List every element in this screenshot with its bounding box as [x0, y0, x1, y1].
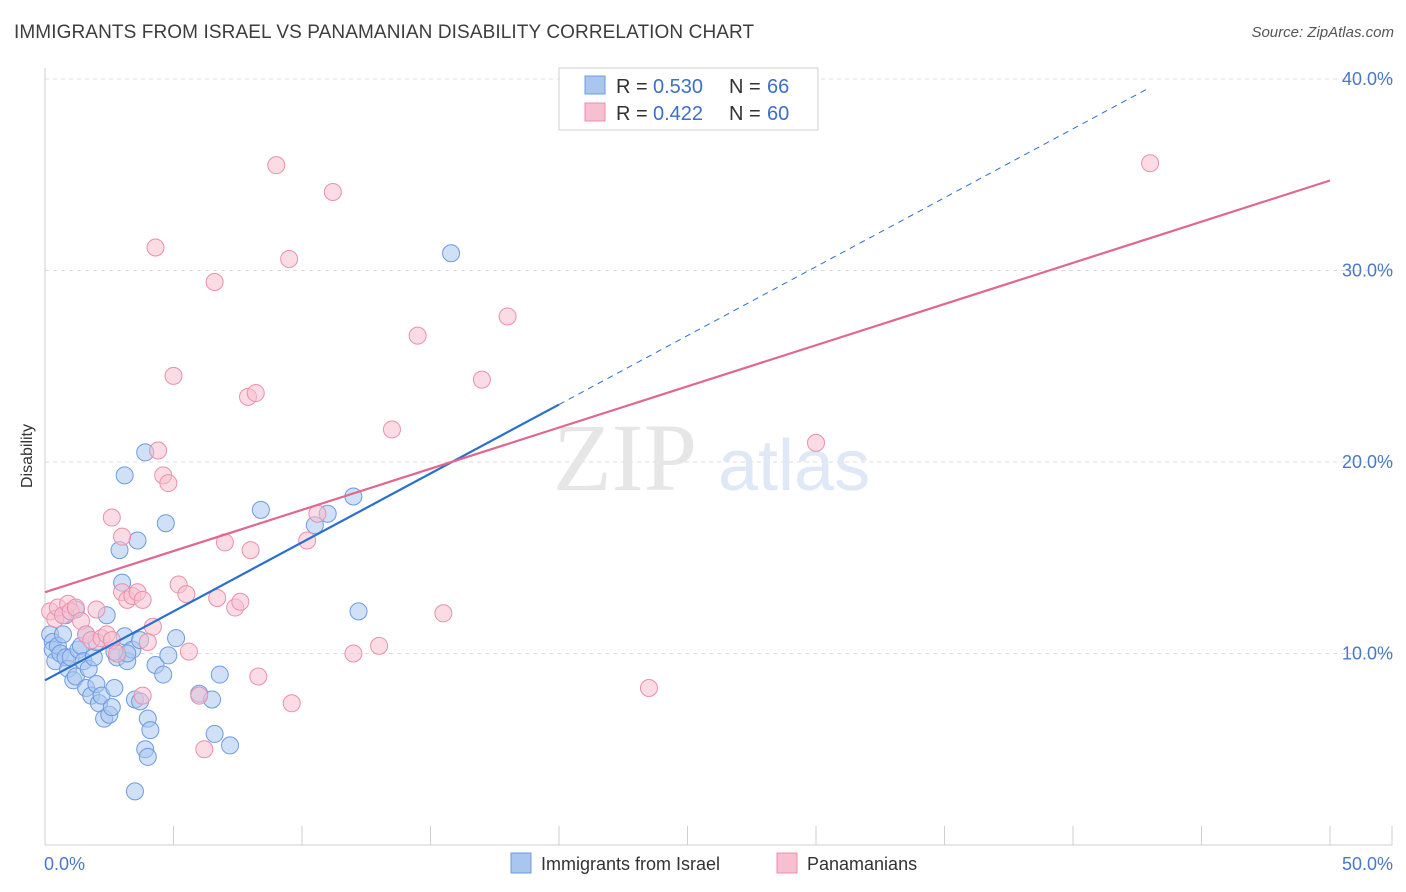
israel-point-49	[159, 646, 178, 665]
x-tick-label-min: 0.0%	[44, 854, 85, 874]
panamanian-point-39	[241, 541, 260, 560]
watermark-zip: ZIP	[553, 404, 697, 511]
panamanian-point-42	[280, 250, 299, 269]
panamanian-point-28	[177, 585, 196, 604]
panamanian-point-20	[138, 633, 157, 652]
data-points	[41, 154, 1160, 801]
israel-point-26	[105, 678, 124, 697]
panamanian-point-50	[408, 326, 427, 345]
panamanian-point-33	[208, 588, 227, 607]
grid: 10.0% 20.0% 30.0% 40.0%	[45, 69, 1395, 664]
israel-point-25	[102, 698, 121, 717]
panamanian-point-51	[434, 604, 453, 623]
chart-title: IMMIGRANTS FROM ISRAEL VS PANAMANIAN DIS…	[14, 22, 755, 43]
panamanian-point-26	[164, 366, 183, 385]
watermark-atlas: atlas	[718, 426, 870, 506]
panamanian-point-52	[472, 370, 491, 389]
panamanian-point-48	[370, 636, 389, 655]
israel-point-45	[125, 782, 144, 801]
panamanian-point-38	[246, 384, 265, 403]
israel-point-37	[115, 466, 134, 485]
panamanian-trend-line	[44, 179, 1331, 594]
israel-point-52	[156, 514, 175, 533]
trend-lines	[44, 86, 1331, 682]
israel-point-35	[128, 531, 147, 550]
panamanian-point-14	[107, 644, 126, 663]
panamanian-point-55	[807, 433, 825, 452]
israel-trend-line	[44, 403, 560, 682]
israel-point-57	[251, 500, 270, 519]
israel-point-6	[53, 625, 72, 644]
bottom-legend-label-panamanians: Panamanians	[807, 854, 917, 874]
panamanian-point-32	[205, 272, 224, 291]
israel-point-43	[138, 747, 157, 766]
panamanian-point-19	[133, 590, 152, 609]
panamanian-point-40	[249, 667, 268, 686]
bottom-legend-swatch-panamanians	[776, 852, 798, 874]
panamanian-point-43	[282, 694, 301, 713]
panamanian-point-21	[133, 686, 152, 705]
legend-n-value-panamanians: 60	[767, 103, 789, 125]
israel-point-62	[442, 244, 461, 263]
panamanian-point-30	[190, 686, 209, 705]
legend-n-value-israel: 66	[767, 76, 789, 98]
legend-r-label-israel: R =	[616, 76, 648, 98]
source-attribution: Source: ZipAtlas.com	[1251, 24, 1394, 41]
axes: 0.0% 50.0%	[44, 68, 1393, 874]
israel-point-44	[141, 721, 160, 740]
israel-point-55	[210, 665, 229, 684]
bottom-legend-label-israel: Immigrants from Israel	[541, 854, 720, 874]
panamanian-point-54	[639, 678, 658, 697]
panamanian-point-41	[267, 156, 286, 175]
panamanian-point-49	[382, 420, 401, 439]
israel-point-56	[221, 736, 240, 755]
legend-r-label-panamanians: R =	[616, 103, 648, 125]
bottom-legend: Immigrants from Israel Panamanians	[510, 852, 917, 874]
israel-trend-extension	[558, 86, 1151, 405]
panamanian-point-36	[231, 592, 250, 611]
legend-n-label-panamanians: N =	[729, 103, 761, 125]
y-tick-label-10: 10.0%	[1342, 644, 1393, 664]
legend-swatch-panamanians	[584, 102, 606, 122]
top-legend: R = 0.530 N = 66 R = 0.422 N = 60	[558, 67, 819, 131]
panamanian-point-31	[195, 740, 214, 759]
panamanian-point-58	[102, 508, 121, 527]
panamanian-point-29	[179, 642, 198, 661]
legend-n-label-israel: N =	[729, 76, 761, 98]
panamanian-point-57	[146, 238, 165, 257]
panamanian-point-46	[323, 182, 342, 201]
israel-point-47	[154, 665, 173, 684]
panamanian-point-47	[344, 644, 363, 663]
panamanian-point-59	[113, 527, 132, 546]
y-tick-label-40: 40.0%	[1342, 69, 1393, 89]
israel-point-50	[167, 629, 186, 648]
legend-r-value-panamanians: 0.422	[653, 103, 703, 125]
panamanian-point-56	[1141, 154, 1160, 173]
watermark: ZIP atlas	[553, 404, 870, 511]
x-tick-label-max: 50.0%	[1342, 854, 1393, 874]
legend-swatch-israel	[584, 75, 606, 95]
israel-point-54	[205, 724, 224, 743]
bottom-legend-swatch-israel	[510, 852, 532, 874]
israel-point-61	[349, 602, 368, 621]
legend-r-value-israel: 0.530	[653, 76, 703, 98]
y-tick-label-20: 20.0%	[1342, 452, 1393, 472]
y-tick-label-30: 30.0%	[1342, 261, 1393, 281]
panamanian-point-53	[498, 307, 517, 326]
panamanian-point-10	[87, 600, 106, 619]
panamanian-point-23	[149, 441, 168, 460]
panamanian-point-25	[159, 474, 178, 493]
